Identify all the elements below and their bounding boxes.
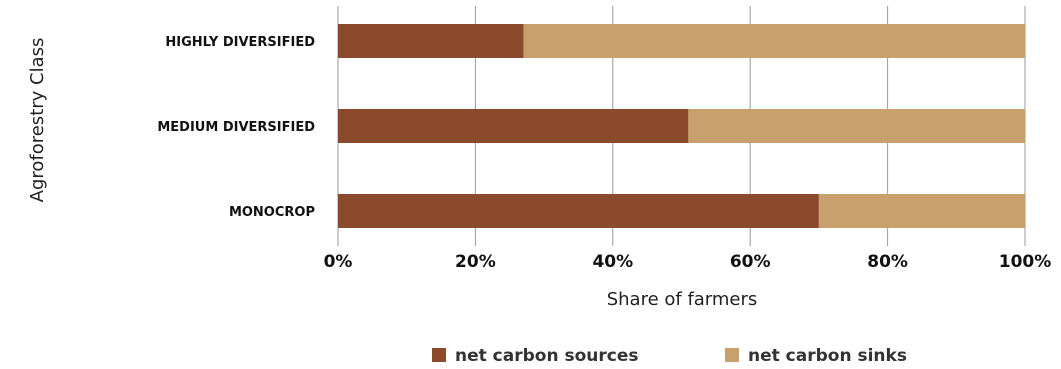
x-tick-label: 80%: [867, 252, 908, 272]
bars: [338, 24, 1025, 228]
x-axis-title: Share of farmers: [607, 289, 758, 310]
legend: net carbon sources net carbon sinks: [432, 346, 907, 366]
bar-segment-sinks: [688, 109, 1025, 143]
x-tick-labels: 0% 20% 40% 60% 80% 100%: [324, 252, 1052, 272]
bar-segment-sinks: [523, 24, 1025, 58]
legend-label-sinks: net carbon sinks: [748, 346, 907, 366]
category-labels: HIGHLY DIVERSIFIED MEDIUM DIVERSIFIED MONO…: [157, 35, 315, 220]
bar-segment-sources: [338, 24, 524, 58]
category-label: MONOCROP: [229, 205, 315, 220]
x-tick-label: 0%: [324, 252, 353, 272]
legend-swatch-sinks: [725, 348, 739, 362]
x-tick-label: 60%: [730, 252, 771, 272]
bar-segment-sinks: [818, 194, 1025, 228]
x-tick-label: 20%: [455, 252, 496, 272]
bar-segment-sources: [338, 109, 689, 143]
y-axis-title: Agroforestry Class: [27, 38, 48, 203]
bar-segment-sources: [338, 194, 819, 228]
legend-label-sources: net carbon sources: [455, 346, 639, 366]
category-label: MEDIUM DIVERSIFIED: [157, 120, 315, 135]
x-tick-label: 40%: [592, 252, 633, 272]
legend-swatch-sources: [432, 348, 446, 362]
x-tick-label: 100%: [999, 252, 1052, 272]
category-label: HIGHLY DIVERSIFIED: [165, 35, 315, 50]
